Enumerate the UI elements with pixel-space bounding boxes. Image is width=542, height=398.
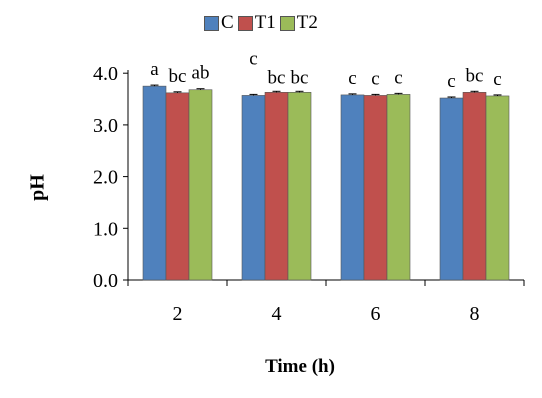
- significance-letter: bc: [466, 65, 484, 86]
- legend-item-t1: T1: [237, 12, 276, 34]
- legend-item-c: C: [204, 12, 234, 34]
- y-axis-label: pH: [26, 174, 49, 201]
- y-tick-label: 1.0: [93, 218, 118, 240]
- x-tick-label: 6: [371, 303, 381, 325]
- legend-label-t1: T1: [254, 12, 276, 33]
- x-tick-label: 4: [272, 303, 282, 325]
- bar-t1-4: [264, 92, 289, 281]
- y-tick-label: 0.0: [93, 270, 118, 292]
- significance-letter: bc: [291, 67, 309, 88]
- significance-letter: c: [447, 71, 455, 92]
- legend-swatch-c: [204, 15, 219, 31]
- significance-letter: c: [371, 68, 379, 89]
- y-tick-label: 4.0: [93, 63, 118, 85]
- bar-t2-4: [287, 92, 312, 281]
- bar-t1-2: [165, 92, 190, 281]
- significance-letter: c: [493, 69, 501, 90]
- significance-letter: c: [348, 68, 356, 89]
- significance-letter: c: [394, 67, 402, 88]
- y-tick-label: 2.0: [93, 167, 118, 189]
- bar-c-8: [439, 97, 464, 281]
- significance-letter: bc: [169, 66, 187, 87]
- significance-letter: c: [249, 48, 257, 69]
- bar-c-4: [241, 95, 266, 281]
- bar-t2-2: [188, 89, 213, 281]
- legend-swatch-t2: [279, 15, 295, 31]
- legend-swatch-t1: [237, 15, 253, 31]
- legend-label-c: C: [221, 12, 234, 33]
- x-tick-label: 2: [173, 303, 183, 325]
- significance-letter: bc: [268, 67, 286, 88]
- x-axis-label: Time (h): [265, 356, 335, 377]
- significance-letter: a: [150, 59, 159, 80]
- legend-label-t2: T2: [296, 12, 318, 33]
- bar-t1-8: [462, 92, 487, 281]
- bar-c-2: [142, 85, 167, 281]
- y-tick-label: 3.0: [93, 115, 118, 137]
- bar-t2-6: [386, 94, 411, 281]
- significance-letter: ab: [192, 63, 210, 84]
- legend: C T1 T2: [204, 12, 322, 34]
- legend-item-t2: T2: [279, 12, 318, 34]
- bar-t1-6: [363, 95, 388, 281]
- bar-c-6: [340, 94, 365, 281]
- x-tick-label: 8: [470, 303, 480, 325]
- bar-t2-8: [485, 95, 510, 281]
